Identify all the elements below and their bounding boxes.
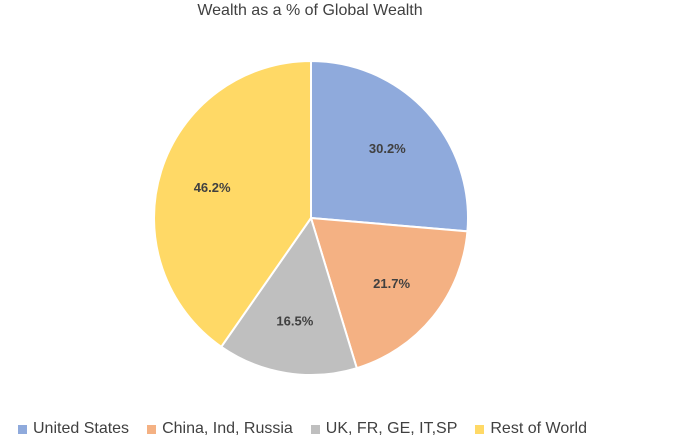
legend-label: Rest of World — [490, 420, 587, 437]
legend-entry-china-ind-russia: China, Ind, Russia — [147, 420, 293, 438]
legend-swatch — [475, 424, 485, 434]
legend-swatch — [310, 424, 320, 434]
pie-slice-united-states — [310, 59, 469, 233]
legend-entry-rest-of-world: Rest of World — [475, 420, 587, 438]
pie-slice-rest-of-world — [153, 59, 312, 349]
legend-swatch — [18, 424, 27, 434]
legend-label: UK, FR, GE, IT,SP — [325, 420, 458, 437]
pie-slice-china-ind-russia — [309, 216, 469, 370]
data-label-china-ind-russia: 21.7% — [373, 276, 410, 291]
legend-entry-united-states: United States — [18, 420, 129, 438]
pie-data-labels: 30.2% 21.7% 16.5% 46.2% — [194, 141, 411, 328]
data-label-uk-fr-ge-it-sp: 16.5% — [276, 313, 313, 328]
legend: United States China, Ind, Russia UK, FR, G… — [18, 420, 605, 438]
legend-label: China, Ind, Russia — [162, 420, 293, 437]
pie-slices — [153, 59, 469, 376]
pie-slice-uk-fr-ge-it-sp — [219, 215, 359, 376]
legend-swatch — [147, 424, 157, 434]
data-label-united-states: 30.2% — [369, 141, 406, 156]
legend-entry-uk-fr-ge-it-sp: UK, FR, GE, IT,SP — [310, 420, 458, 438]
data-label-rest-of-world: 46.2% — [194, 180, 231, 195]
legend-label: United States — [33, 420, 130, 437]
chart-title: Wealth as a % of Global Wealth — [197, 2, 423, 19]
